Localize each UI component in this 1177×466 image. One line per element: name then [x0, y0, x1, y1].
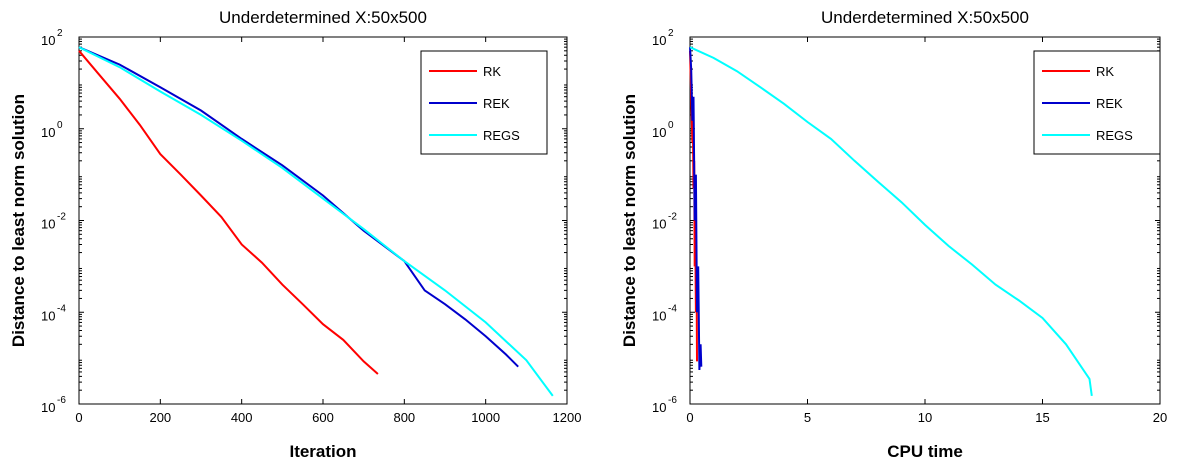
chart-1: Underdetermined X:50x500 Iteration Distanc…: [9, 8, 581, 461]
x-axis-label: Iteration: [289, 442, 356, 461]
y-tick-label: 10: [41, 308, 55, 323]
x-tick-label: 800: [393, 410, 415, 425]
y-tick-exponent: -6: [668, 395, 677, 406]
x-tick-label: 0: [75, 410, 82, 425]
chart-2: Underdetermined X:50x500 CPU time Distance…: [620, 8, 1167, 461]
x-tick-label: 20: [1153, 410, 1167, 425]
y-tick-label: 10: [652, 217, 666, 232]
y-axis-label: Distance to least norm solution: [9, 94, 28, 347]
y-tick-label: 10: [41, 125, 55, 140]
series-line-rek: [689, 47, 703, 371]
y-tick-exponent: 0: [668, 120, 674, 131]
x-tick-label: 0: [686, 410, 693, 425]
y-tick-exponent: 2: [57, 28, 63, 39]
legend-label: RK: [483, 64, 501, 79]
y-tick-label: 10: [652, 125, 666, 140]
x-tick-label: 10: [918, 410, 932, 425]
x-tick-label: 5: [804, 410, 811, 425]
x-tick-label: 1000: [471, 410, 500, 425]
y-tick-label: 10: [41, 400, 55, 415]
y-axis-label: Distance to least norm solution: [620, 94, 639, 347]
y-tick-label: 10: [652, 308, 666, 323]
legend: RK REK REGS: [1033, 50, 1161, 155]
y-tick-label: 10: [652, 400, 666, 415]
y-tick-exponent: -6: [57, 395, 66, 406]
series-line-rek: [78, 46, 519, 368]
legend-label: REK: [1096, 96, 1123, 111]
x-tick-label: 600: [312, 410, 334, 425]
x-tick-label: 200: [149, 410, 171, 425]
legend-label: REGS: [483, 128, 520, 143]
y-tick-exponent: -2: [57, 212, 66, 223]
y-tick-label: 10: [41, 217, 55, 232]
legend: RK REK REGS: [420, 50, 548, 155]
series-line-rk: [78, 50, 379, 375]
x-tick-label: 400: [231, 410, 253, 425]
legend-label: RK: [1096, 64, 1114, 79]
y-tick-exponent: -4: [57, 303, 66, 314]
y-tick-exponent: 2: [668, 28, 674, 39]
x-tick-label: 1200: [553, 410, 582, 425]
x-tick-label: 15: [1035, 410, 1049, 425]
y-tick-label: 10: [41, 33, 55, 48]
y-tick-label: 10: [652, 33, 666, 48]
chart-title: Underdetermined X:50x500: [821, 8, 1029, 27]
y-tick-exponent: 0: [57, 120, 63, 131]
y-tick-exponent: -2: [668, 212, 677, 223]
legend-label: REGS: [1096, 128, 1133, 143]
x-axis-label: CPU time: [887, 442, 963, 461]
series-line-regs: [78, 46, 554, 397]
chart-title: Underdetermined X:50x500: [219, 8, 427, 27]
y-tick-exponent: -4: [668, 303, 677, 314]
legend-label: REK: [483, 96, 510, 111]
series-line-regs: [689, 46, 1093, 397]
